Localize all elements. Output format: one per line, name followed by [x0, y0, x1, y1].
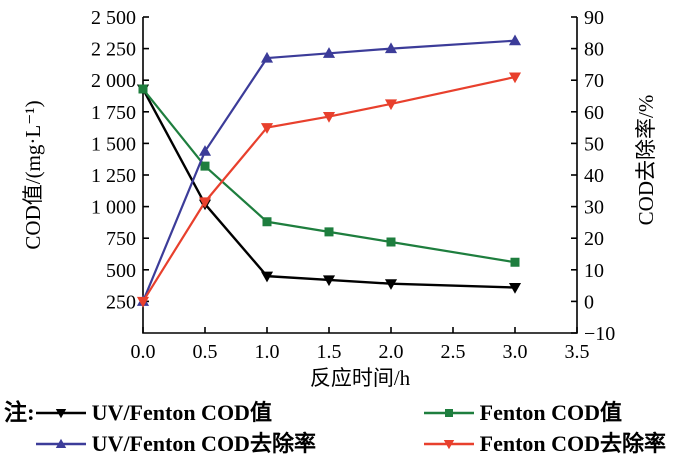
series-line-0	[141, 88, 516, 289]
chart-legend: 注: UV/Fenton COD值 Fenton COD值 UV/Fenton CO…	[4, 399, 666, 458]
left-axis-tick-label: 1 750	[91, 102, 136, 124]
x-axis-tick-label: 1.5	[317, 341, 342, 363]
legend-label: UV/Fenton COD值	[91, 400, 272, 425]
x-axis-tick-label: 0.5	[193, 341, 218, 363]
right-axis-tick-label: 40	[584, 165, 604, 187]
series-marker-2	[384, 42, 398, 54]
legend-note-prefix: 注:	[4, 400, 35, 425]
legend-item-1: Fenton COD值	[423, 399, 666, 427]
legend-marker-sample	[423, 409, 474, 417]
series-marker-3	[198, 197, 212, 209]
x-axis-tick-label: 3.5	[565, 341, 590, 363]
series-marker-0	[322, 275, 336, 287]
right-axis-tick-label: 20	[584, 228, 604, 250]
x-axis-tick-label: 2.5	[441, 341, 466, 363]
series-marker-2	[322, 47, 336, 58]
left-axis-tick-label: 500	[106, 260, 136, 282]
square-icon	[444, 409, 453, 417]
series-marker-1	[262, 217, 272, 227]
series-marker-2	[508, 34, 522, 46]
series-marker-3	[322, 112, 336, 123]
right-axis-tick-label: 80	[584, 39, 604, 61]
legend-marker-sample	[35, 409, 86, 419]
left-axis-tick-label: 750	[106, 228, 136, 250]
left-axis-tick-label: 1 250	[91, 165, 136, 187]
series-marker-1	[138, 84, 148, 94]
series-marker-1	[200, 161, 210, 171]
series-line-3	[142, 75, 516, 302]
right-axis-tick-label: 50	[584, 133, 604, 155]
right-axis-tick-label: 30	[584, 197, 604, 219]
x-axis-tick-label: 2.0	[379, 341, 404, 363]
series-marker-1	[510, 257, 520, 267]
series-marker-3	[136, 296, 150, 308]
legend-marker-sample	[35, 438, 86, 448]
series-marker-0	[508, 282, 522, 294]
x-axis-title: 反应时间/h	[310, 366, 411, 390]
series-marker-3	[384, 99, 398, 111]
x-axis-tick-label: 3.0	[503, 341, 528, 363]
series-marker-1	[386, 237, 396, 247]
left-y-axis-title: COD值/(mg·L⁻¹)	[21, 100, 45, 249]
left-axis-tick-label: 2 500	[91, 7, 136, 29]
series-marker-0	[260, 271, 274, 283]
right-axis-tick-label: −10	[584, 323, 615, 345]
left-axis-tick-label: 2 250	[91, 39, 136, 61]
legend-item-0: UV/Fenton COD值	[35, 399, 423, 427]
x-axis-tick-label: 0.0	[131, 341, 156, 363]
legend-label: Fenton COD去除率	[479, 431, 667, 456]
triangle-down-icon	[55, 409, 66, 419]
left-axis-tick-label: 1 000	[91, 197, 136, 219]
legend-label: Fenton COD值	[479, 400, 623, 425]
series-marker-2	[198, 145, 212, 156]
triangle-up-icon	[55, 438, 66, 448]
series-marker-3	[508, 72, 522, 84]
left-axis-tick-label: 1 500	[91, 133, 136, 155]
legend-grid: UV/Fenton COD值 Fenton COD值 UV/Fenton COD去除…	[35, 399, 666, 458]
series-marker-0	[384, 279, 398, 290]
legend-label: UV/Fenton COD去除率	[91, 431, 316, 456]
legend-marker-sample	[423, 440, 474, 450]
right-axis-tick-label: 70	[584, 70, 604, 92]
right-axis-tick-label: 60	[584, 102, 604, 124]
series-marker-3	[260, 123, 274, 134]
right-axis-tick-label: 0	[584, 291, 594, 313]
right-axis-tick-label: 90	[584, 7, 604, 29]
right-axis-tick-label: 10	[584, 260, 604, 282]
right-y-axis-title: COD去除率/%	[634, 95, 658, 226]
series-line-1	[142, 88, 516, 264]
series-marker-2	[260, 51, 274, 63]
series-marker-1	[324, 227, 334, 237]
triangle-down-icon	[443, 440, 454, 450]
legend-item-2: UV/Fenton COD去除率	[35, 430, 423, 458]
series-line-2	[141, 39, 516, 302]
cod-dual-axis-line-chart: 2 500 2 250 2 000 1 750 1 500 1 250 1 000 750 50…	[21, 7, 658, 390]
left-axis-tick-label: 250	[106, 291, 136, 313]
x-axis-tick-label: 1.0	[255, 341, 280, 363]
left-axis-tick-label: 2 000	[91, 70, 136, 92]
legend-item-3: Fenton COD去除率	[423, 430, 666, 458]
